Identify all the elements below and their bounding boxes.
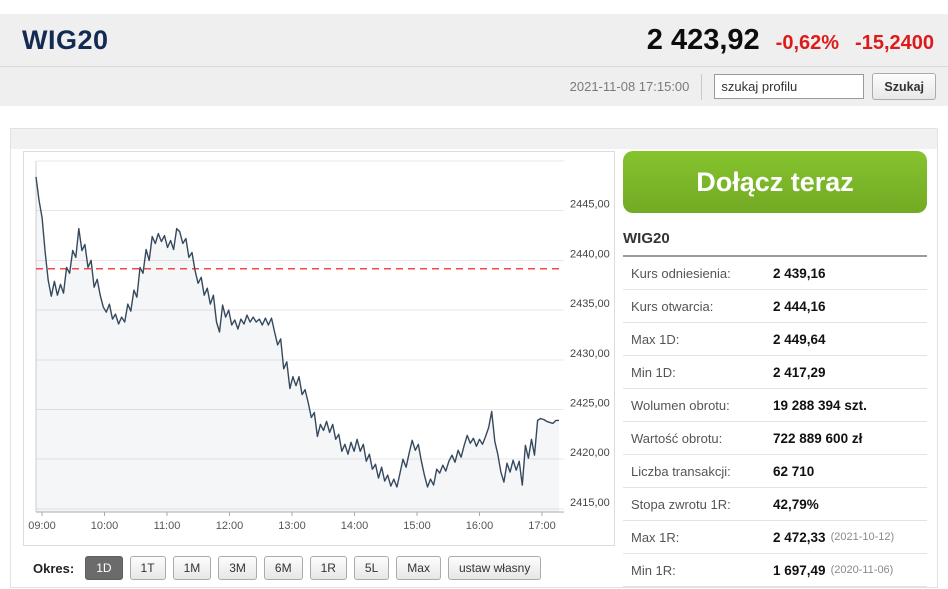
- stat-label: Wolumen obrotu:: [631, 397, 730, 413]
- period-button-5l[interactable]: 5L: [353, 556, 390, 580]
- period-button-3m[interactable]: 3M: [218, 556, 257, 580]
- stat-value: 2 444,16: [773, 298, 826, 314]
- stat-value: 2 417,29: [773, 364, 826, 380]
- y-axis-label: 2425,00: [570, 398, 610, 410]
- stat-label: Liczba transakcji:: [631, 463, 731, 479]
- stat-value: 42,79%: [773, 496, 819, 512]
- main-panel: 09:00 10:00 11:00 12:00 13:00 14:00 15:00 16:00…: [10, 128, 938, 588]
- search-input[interactable]: [714, 74, 865, 99]
- stat-row: Stopa zwrotu 1R: 42,79%: [623, 488, 927, 521]
- stat-value: 62 710: [773, 463, 815, 479]
- price-chart: 09:00 10:00 11:00 12:00 13:00 14:00 15:00 16:00…: [23, 151, 615, 546]
- stat-label: Kurs odniesienia:: [631, 265, 731, 281]
- stats-table: Kurs odniesienia: 2 439,16 Kurs otwarcia: 2…: [623, 257, 927, 587]
- y-axis-label: 2415,00: [570, 497, 610, 509]
- x-axis-label: 15:00: [403, 520, 431, 532]
- stat-row: Min 1R: 1 697,49 (2020-11-06): [623, 554, 927, 587]
- header-divider: [701, 73, 703, 100]
- quote-timestamp: 2021-11-08 17:15:00: [569, 79, 690, 94]
- y-axis-label: 2445,00: [570, 199, 610, 211]
- period-button-max[interactable]: Max: [396, 556, 441, 580]
- stat-label: Min 1D:: [631, 364, 676, 380]
- header-bottom-row: 2021-11-08 17:15:00 Szukaj: [0, 67, 948, 106]
- quote-price: 2 423,92: [646, 23, 760, 56]
- stat-row: Liczba transakcji: 62 710: [623, 455, 927, 488]
- y-axis-label: 2420,00: [570, 447, 610, 459]
- price-area-fill: [36, 176, 559, 512]
- period-button-6m[interactable]: 6M: [263, 556, 303, 580]
- intraday-chart-svg: 09:00 10:00 11:00 12:00 13:00 14:00 15:00 16:00…: [28, 160, 610, 532]
- stat-row: Min 1D: 2 417,29: [623, 356, 927, 389]
- stat-label: Max 1D:: [631, 331, 680, 347]
- period-button-1r[interactable]: 1R: [309, 556, 347, 580]
- x-axis-label: 17:00: [528, 520, 556, 532]
- stat-row: Max 1D: 2 449,64: [623, 323, 927, 356]
- stat-value: 2 439,16: [773, 265, 826, 281]
- period-button-ustaw-własny[interactable]: ustaw własny: [447, 556, 542, 580]
- quote-group: 2 423,92 -0,62% -15,2400: [647, 24, 934, 57]
- summary-column: Dołącz teraz WIG20 Kurs odniesienia: 2 43…: [623, 151, 927, 587]
- period-button-1t[interactable]: 1T: [129, 556, 166, 580]
- x-axis-label: 14:00: [341, 520, 369, 532]
- header-band: WIG20 2 423,92 -0,62% -15,2400 2021-11-0…: [0, 14, 948, 106]
- period-button-1m[interactable]: 1M: [172, 556, 212, 580]
- chart-column: 09:00 10:00 11:00 12:00 13:00 14:00 15:00 16:00…: [23, 151, 615, 587]
- x-axis-label: 16:00: [466, 520, 494, 532]
- header-top-row: WIG20 2 423,92 -0,62% -15,2400: [0, 14, 948, 67]
- page-title: WIG20: [22, 24, 109, 55]
- stat-row: Kurs odniesienia: 2 439,16: [623, 257, 927, 290]
- stat-note: (2021-10-12): [830, 531, 895, 543]
- stat-note: (2020-11-06): [830, 564, 894, 576]
- period-bar: Okres: 1D 1T 1M 3M 6M 1R 5L Max ustaw własny: [33, 556, 615, 580]
- x-axis-label: 09:00: [28, 520, 56, 532]
- stat-value: 19 288 394 szt.: [773, 397, 867, 413]
- stat-label: Min 1R:: [631, 562, 676, 578]
- stat-value: 722 889 600 zł: [773, 430, 863, 446]
- join-now-button[interactable]: Dołącz teraz: [623, 151, 927, 213]
- x-axis-label: 13:00: [278, 520, 306, 532]
- quote-change-percent: -0,62%: [775, 31, 840, 54]
- x-axis-label: 10:00: [91, 520, 119, 532]
- quote-change-value: -15,2400: [855, 31, 934, 54]
- y-axis-label: 2440,00: [570, 248, 610, 260]
- stat-label: Kurs otwarcia:: [631, 298, 714, 314]
- stat-label: Wartość obrotu:: [631, 430, 723, 446]
- stat-value: 2 449,64: [773, 331, 826, 347]
- stat-label: Max 1R:: [631, 529, 680, 545]
- search-button[interactable]: Szukaj: [872, 73, 936, 100]
- price-line: [35, 176, 559, 488]
- x-axis-label: 11:00: [154, 520, 181, 532]
- y-axis-label: 2430,00: [570, 348, 610, 360]
- stat-value: 1 697,49: [773, 562, 826, 578]
- stat-value: 2 472,33: [773, 529, 826, 545]
- y-axis-label: 2435,00: [570, 298, 610, 310]
- stat-row: Wartość obrotu: 722 889 600 zł: [623, 422, 927, 455]
- stat-row: Wolumen obrotu: 19 288 394 szt.: [623, 389, 927, 422]
- x-axis-label: 12:00: [216, 520, 244, 532]
- period-label: Okres:: [33, 560, 75, 576]
- period-button-1d[interactable]: 1D: [85, 556, 123, 580]
- stats-heading: WIG20: [623, 230, 927, 257]
- stat-row: Kurs otwarcia: 2 444,16: [623, 290, 927, 323]
- panel-top-strip: [11, 129, 937, 149]
- stat-label: Stopa zwrotu 1R:: [631, 496, 731, 512]
- stat-row: Max 1R: 2 472,33 (2021-10-12): [623, 521, 927, 554]
